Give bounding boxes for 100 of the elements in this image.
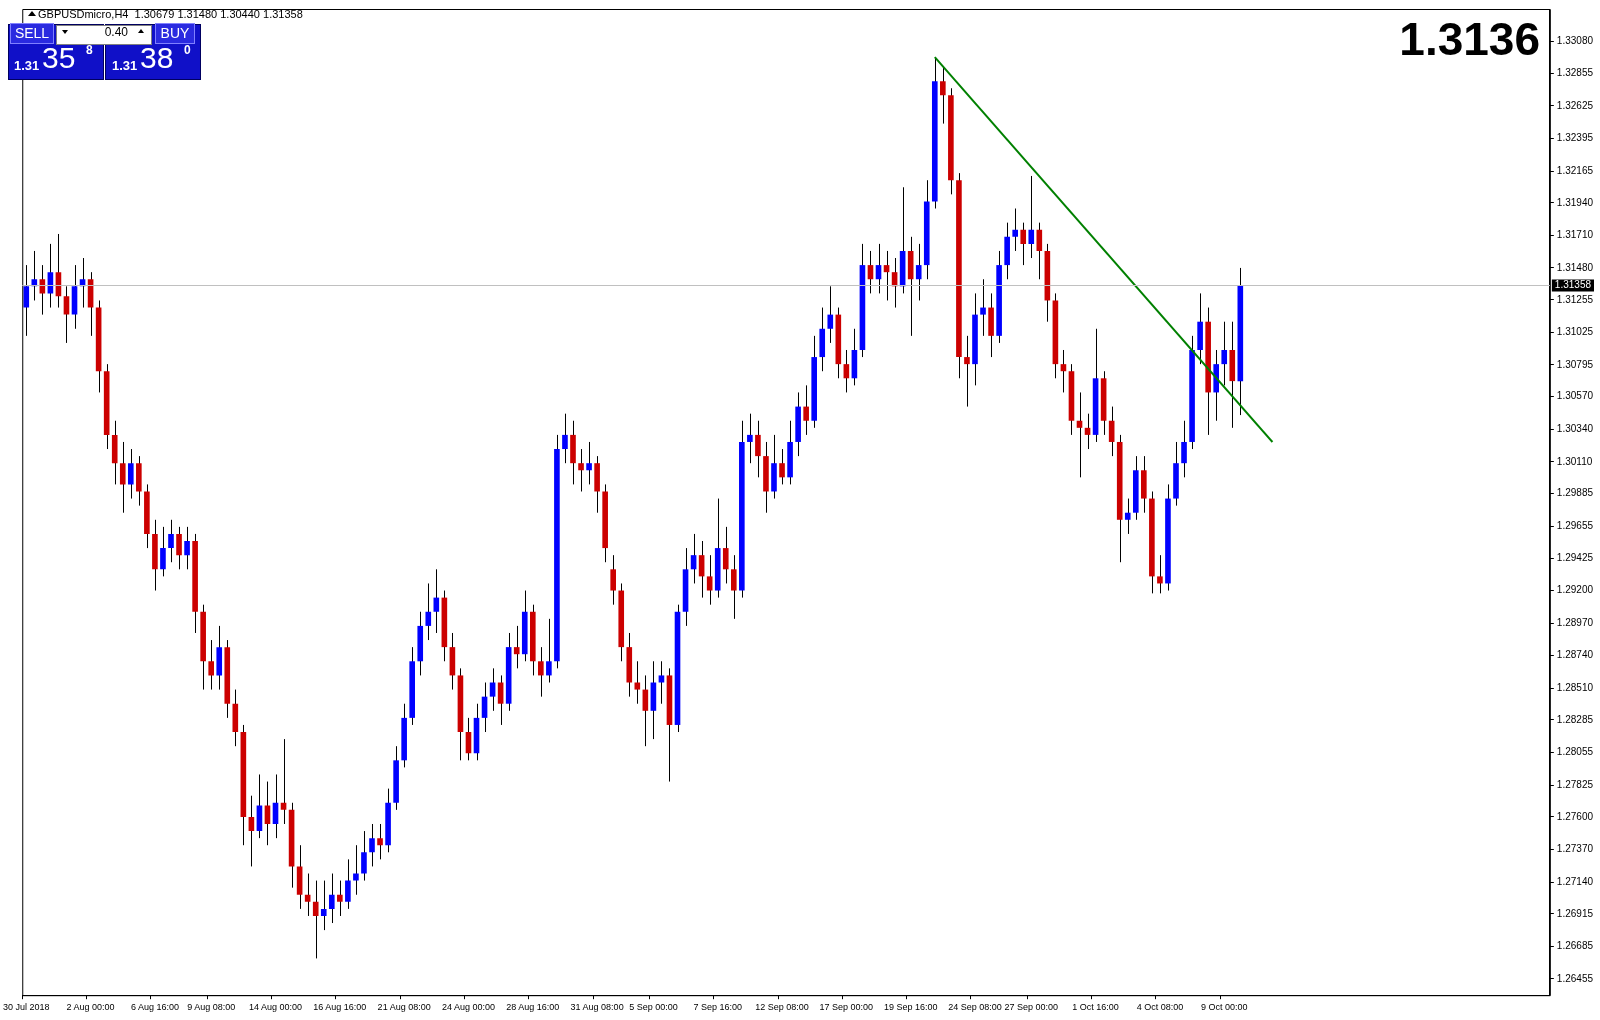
candlestick (658, 660, 665, 705)
candlestick (1221, 321, 1228, 386)
x-tick-label: 19 Sep 16:00 (883, 1002, 938, 1013)
y-tick-label: 1.31255 (1556, 293, 1594, 305)
candlestick (176, 526, 182, 570)
annotation: 0.40 (103, 25, 128, 39)
candlestick (940, 66, 946, 125)
candlestick (337, 880, 343, 917)
y-tick-label: 1.31480 (1556, 261, 1594, 273)
y-tick-label: 1.29885 (1556, 487, 1594, 499)
x-tick-label: 12 Sep 08:00 (755, 1002, 809, 1013)
candlestick (915, 243, 922, 301)
candlestick (208, 639, 215, 691)
candlestick (361, 830, 367, 882)
x-tick-label: 4 Oct 08:00 (1136, 1002, 1184, 1013)
y-tick-label: 1.32855 (1556, 67, 1594, 79)
y-tick-label: 1.29655 (1556, 519, 1594, 531)
y-tick-label: 1.30110 (1556, 455, 1593, 467)
y-tick-label: 1.27600 (1556, 810, 1594, 822)
y-tick-label: 1.27140 (1556, 875, 1594, 887)
annotation: BUY (155, 23, 195, 44)
y-tick-label: 1.33080 (1556, 35, 1594, 47)
x-tick-label: 9 Oct 00:00 (1200, 1002, 1248, 1013)
candlestick (328, 873, 335, 924)
candlestick (562, 413, 568, 464)
x-tick-label: 5 Sep 00:00 (629, 1002, 678, 1013)
candlestick (730, 554, 737, 620)
candlestick (803, 384, 809, 436)
x-tick-label: 27 Sep 00:00 (1004, 1002, 1059, 1013)
candlestick (119, 441, 126, 514)
y-tick-label: 1.30340 (1556, 422, 1594, 434)
candlestick (1157, 554, 1163, 594)
y-tick-label: 1.29425 (1556, 552, 1594, 564)
y-tick-label: 1.31940 (1556, 196, 1594, 208)
candlestick (184, 526, 190, 570)
y-tick-label: 1.31025 (1556, 326, 1594, 338)
annotation: 0 (184, 43, 191, 57)
candlestick (127, 448, 134, 500)
y-tick-label: 1.28740 (1556, 649, 1594, 661)
candlestick (1020, 222, 1027, 266)
y-tick-label: 1.31710 (1556, 229, 1594, 241)
chart-title: GBPUSDmicro,H4 1.30679 1.31480 1.30440 1.31358 (38, 8, 303, 20)
y-tick-label: 1.32395 (1556, 132, 1594, 144)
candlestick (513, 625, 520, 669)
candlestick (353, 844, 359, 896)
candlestick (546, 618, 552, 683)
y-tick-label: 1.26685 (1556, 940, 1594, 952)
candlestick (369, 823, 375, 867)
candlestick (1012, 208, 1019, 252)
candlestick (168, 519, 174, 563)
y-tick-label: 1.30795 (1556, 358, 1594, 370)
candlestick (706, 554, 713, 606)
annotation: 1.3136 (1399, 13, 1540, 65)
y-tick-label: 1.27370 (1556, 843, 1594, 855)
y-tick-label: 1.28970 (1556, 616, 1594, 628)
x-tick-label: 31 Aug 08:00 (570, 1002, 624, 1013)
y-tick-label: 1.27825 (1556, 778, 1594, 790)
x-tick-label: 28 Aug 16:00 (506, 1002, 560, 1013)
candlestick (578, 448, 584, 492)
x-tick-label: 24 Aug 00:00 (441, 1002, 496, 1013)
annotation: SELL (10, 23, 54, 44)
annotation: 38 (140, 41, 174, 74)
candlestick (964, 335, 970, 408)
y-tick-label: 1.28510 (1556, 681, 1594, 693)
y-tick-label: 1.30570 (1556, 390, 1594, 402)
candlestick (63, 285, 70, 344)
y-tick-label: 1.32625 (1556, 99, 1594, 111)
candlestick (586, 441, 592, 485)
x-tick-label: 30 Jul 2018 (3, 1002, 50, 1013)
annotation: 1.31 (14, 58, 40, 73)
candlestick (1028, 175, 1035, 259)
ref-line-label: 1.31358 (1554, 279, 1592, 291)
candlestick (755, 420, 761, 478)
annotation: 35 (42, 41, 76, 74)
x-tick-label: 24 Sep 08:00 (948, 1002, 1002, 1013)
candlestick (1124, 498, 1131, 535)
candlestick (160, 526, 166, 577)
x-tick-label: 17 Sep 00:00 (819, 1002, 874, 1013)
candlestick (538, 646, 544, 698)
annotation: 1.31 (112, 58, 138, 73)
candlestick (1036, 222, 1043, 280)
y-tick-label: 1.28285 (1556, 713, 1594, 725)
candlestick (827, 285, 834, 344)
candlestick (312, 880, 319, 959)
candlestick (722, 526, 729, 584)
candlestick (747, 413, 753, 464)
x-tick-label: 2 Aug 00:00 (66, 1002, 115, 1013)
candlestick (779, 448, 785, 485)
x-tick-label: 9 Aug 08:00 (187, 1002, 236, 1013)
y-tick-label: 1.28055 (1556, 746, 1594, 758)
y-tick-label: 1.29200 (1556, 584, 1594, 596)
candlestick (980, 278, 986, 337)
x-tick-label: 1 Oct 16:00 (1072, 1002, 1119, 1013)
candlestick (377, 823, 383, 860)
x-tick-label: 16 Aug 16:00 (313, 1002, 367, 1013)
annotation: 8 (86, 43, 93, 57)
candlestick (320, 880, 327, 931)
y-tick-label: 1.26915 (1556, 907, 1594, 919)
candlestick (1181, 420, 1187, 478)
x-tick-label: 7 Sep 16:00 (693, 1002, 742, 1013)
